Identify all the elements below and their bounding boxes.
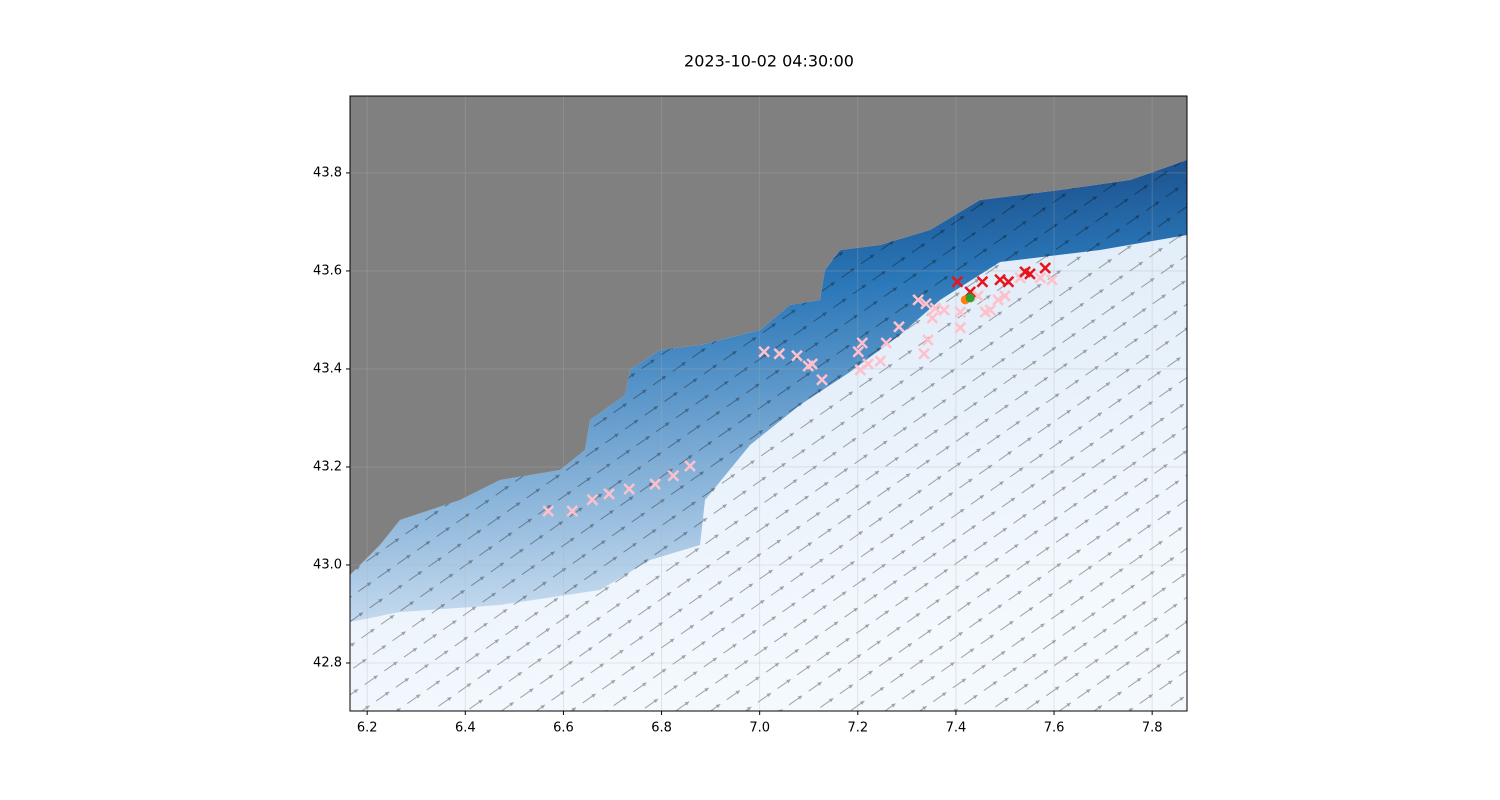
dot-marker [965, 293, 975, 303]
x-marker [994, 273, 1006, 286]
x-tick-label: 7.0 [749, 721, 770, 736]
x-marker [856, 337, 869, 349]
x-marker [791, 349, 803, 362]
x-marker [1024, 268, 1036, 280]
x-marker [854, 364, 867, 376]
x-marker [918, 347, 930, 360]
x-marker [954, 306, 967, 318]
x-marker [951, 275, 964, 288]
chart-title: 2023-10-02 04:30:00 [684, 52, 854, 71]
x-marker [802, 360, 815, 372]
x-marker [816, 373, 828, 386]
x-marker [976, 275, 989, 288]
x-tick-label: 7.6 [1044, 721, 1065, 736]
x-marker [586, 493, 599, 506]
x-marker [926, 312, 939, 324]
x-marker [603, 488, 615, 500]
x-marker [984, 304, 997, 317]
land [350, 96, 1187, 575]
x-tick-label: 7.2 [847, 721, 868, 736]
y-tick-label: 42.8 [313, 655, 342, 670]
x-marker [862, 358, 874, 370]
x-tick-label: 6.6 [553, 721, 574, 736]
x-marker [929, 302, 942, 315]
x-tick-label: 6.4 [455, 721, 476, 736]
x-tick-label: 7.8 [1142, 721, 1163, 736]
y-tick-label: 43.4 [313, 361, 342, 376]
x-marker [1034, 271, 1047, 284]
x-marker [893, 320, 905, 333]
y-tick-label: 43.8 [313, 165, 342, 180]
markers [542, 262, 1058, 517]
y-tick-label: 43.2 [313, 459, 342, 474]
x-marker [920, 297, 932, 310]
x-marker [874, 355, 887, 367]
x-marker [880, 337, 893, 349]
x-tick-label: 7.4 [946, 721, 967, 736]
x-marker [972, 290, 984, 302]
x-marker [542, 505, 555, 517]
x-tick-label: 6.2 [357, 721, 378, 736]
x-marker [684, 460, 696, 472]
x-marker [938, 304, 951, 317]
x-marker [566, 505, 579, 517]
x-marker [954, 321, 967, 334]
y-tick-label: 43.0 [313, 557, 342, 572]
x-marker [1002, 275, 1015, 288]
x-marker [667, 469, 680, 482]
x-marker [999, 290, 1011, 302]
map-background [350, 96, 1187, 711]
plot-frame [349, 95, 1188, 712]
x-marker [623, 483, 636, 495]
x-marker [912, 293, 925, 306]
x-marker [1039, 262, 1052, 274]
x-marker [758, 345, 770, 358]
x-marker [1046, 273, 1058, 286]
grid [350, 96, 1187, 711]
x-tick-label: 6.8 [651, 721, 672, 736]
x-marker [852, 345, 865, 358]
x-marker [992, 293, 1004, 306]
x-marker [649, 478, 662, 490]
x-marker [773, 347, 786, 360]
y-tick-label: 43.6 [313, 263, 342, 278]
x-marker [922, 334, 934, 346]
